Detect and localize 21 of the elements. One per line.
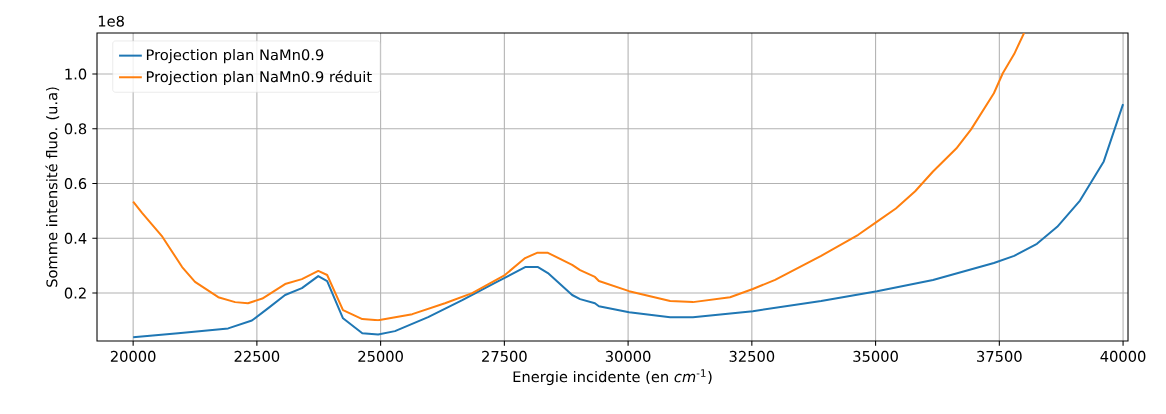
text: 1e8	[98, 15, 124, 27]
legend-label: Projection plan NaMn0.9 réduit	[146, 70, 372, 86]
x-tick-label: 30000	[605, 350, 651, 362]
x-tick-label: 40000	[1100, 350, 1146, 362]
y-tick-label: 0.6	[64, 178, 87, 190]
x-axis-title: Energie incidente (en cm$^{-1}$)	[513, 369, 712, 386]
x-tick-label: 22500	[234, 350, 280, 362]
y-tick-label: 1.0	[65, 68, 87, 80]
y-tick-label: 0.2	[64, 287, 86, 299]
x-tick-label: 35000	[853, 350, 898, 362]
legend-label: Projection plan NaMn0.9	[146, 48, 324, 64]
x-tick-label: 27500	[482, 350, 527, 362]
y-tick-label: 0.4	[64, 232, 87, 244]
x-tick-label: 32500	[729, 350, 775, 362]
x-tick-label: 37500	[977, 350, 1022, 362]
line-series	[132, 103, 1125, 339]
x-tick-label: 25000	[358, 350, 403, 362]
y-axis-title: Somme intensité fluo. (u.a)	[45, 87, 60, 287]
line-series	[132, 33, 1026, 322]
x-tick-label: 20000	[110, 350, 156, 362]
y-tick-label: 0.8	[64, 123, 87, 135]
